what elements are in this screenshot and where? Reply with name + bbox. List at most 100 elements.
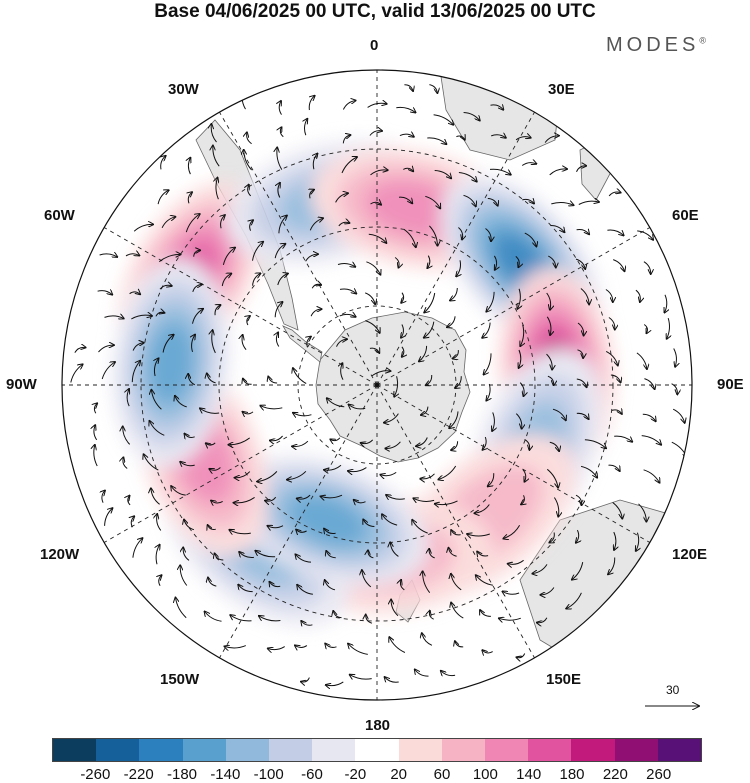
wind-vector (297, 585, 313, 595)
lon-label-150e: 150E (546, 671, 582, 688)
wind-vector (467, 534, 490, 536)
lon-label-120e: 120E (672, 546, 708, 563)
wind-vector (458, 227, 462, 240)
wind-vector (483, 436, 487, 450)
wind-vector (225, 646, 246, 648)
wind-vector (215, 554, 224, 561)
wind-vector (508, 559, 524, 564)
lon-label-30w: 30W (168, 81, 199, 98)
wind-vector (456, 136, 464, 140)
wind-vector (362, 570, 372, 588)
wind-vector (451, 574, 462, 591)
wind-vector (279, 101, 281, 115)
colorbar-tick-label: 180 (559, 766, 585, 783)
wind-vector (296, 554, 312, 563)
wind-vector (524, 232, 537, 246)
wind-vector (348, 467, 367, 472)
wind-vector (524, 438, 530, 449)
wind-vector (222, 248, 235, 266)
wind-vector (401, 324, 403, 338)
wind-vector (384, 413, 399, 423)
wind-vector (614, 531, 616, 550)
wind-vector (274, 244, 285, 259)
wind-vector (458, 172, 477, 182)
wind-vector (184, 520, 195, 531)
colorbar-cell (269, 739, 313, 761)
wind-vector (123, 427, 131, 445)
wind-vector (308, 96, 314, 111)
wind-vector (213, 146, 220, 167)
wind-vector (295, 645, 308, 647)
wind-vector (399, 134, 414, 137)
wind-vector (154, 358, 158, 377)
wind-vector (486, 383, 490, 401)
wind-vector (398, 196, 412, 203)
colorbar-tick-label: 140 (516, 766, 542, 783)
wind-vector (671, 383, 678, 395)
wind-vector (221, 215, 225, 229)
wind-vector (326, 681, 344, 686)
wind-vector (391, 600, 399, 617)
wind-vector (427, 255, 429, 269)
wind-vector (94, 445, 98, 467)
wind-vector (576, 229, 590, 234)
colorbar-tick-label: 220 (602, 766, 628, 783)
lon-label-150w: 150W (160, 671, 200, 688)
wind-vector (350, 675, 372, 679)
wind-vector (420, 473, 435, 479)
colorbar-cell (657, 739, 702, 761)
colorbar-cell (225, 739, 270, 761)
wind-vector (97, 291, 113, 295)
wind-vector (128, 496, 130, 506)
wind-vector (259, 616, 281, 622)
wind-vector (544, 136, 559, 143)
wind-vector (183, 548, 190, 561)
wind-vector (230, 615, 252, 622)
wind-vector (276, 333, 280, 347)
wind-vector (369, 131, 382, 136)
wind-vector (161, 156, 166, 170)
wind-vector (338, 222, 350, 227)
wind-vector (522, 199, 534, 203)
wind-vector (212, 330, 216, 354)
wind-vector (363, 520, 375, 527)
wind-vector (193, 250, 201, 257)
wind-vector (492, 412, 494, 431)
wind-vector (485, 228, 492, 242)
wind-vector (451, 441, 459, 450)
wind-vector (429, 84, 437, 93)
wind-vector (336, 339, 347, 347)
wind-vector (337, 264, 355, 267)
wind-vector (433, 114, 454, 125)
wind-vector (642, 413, 656, 421)
wind-vector (394, 376, 397, 396)
wind-vector (208, 525, 216, 529)
lon-label-60e: 60E (672, 207, 699, 224)
wind-vector (385, 677, 399, 682)
wind-vector (404, 84, 413, 91)
wind-vector (494, 255, 496, 270)
wind-vector (242, 335, 247, 351)
wind-vector (188, 192, 192, 204)
wind-vector (550, 224, 564, 232)
wind-vector (584, 439, 606, 448)
wind-vector (188, 374, 196, 386)
wind-vector (354, 500, 366, 503)
wind-vector (250, 220, 253, 231)
map-border (61, 69, 693, 701)
wind-vector (208, 578, 217, 587)
wind-vector (348, 644, 368, 655)
wind-vector (577, 322, 584, 336)
wind-vector (365, 320, 379, 333)
wind-vector (672, 408, 685, 423)
wind-vector (70, 364, 83, 383)
wind-vector (244, 150, 252, 171)
wind-vector (576, 166, 587, 173)
colorbar-cell (485, 739, 529, 761)
wind-vector (484, 353, 492, 374)
wind-vector (576, 378, 587, 387)
wind-vector (402, 346, 404, 357)
wind-vector (515, 256, 519, 267)
wind-vector (214, 305, 220, 316)
wind-vector (277, 274, 288, 286)
